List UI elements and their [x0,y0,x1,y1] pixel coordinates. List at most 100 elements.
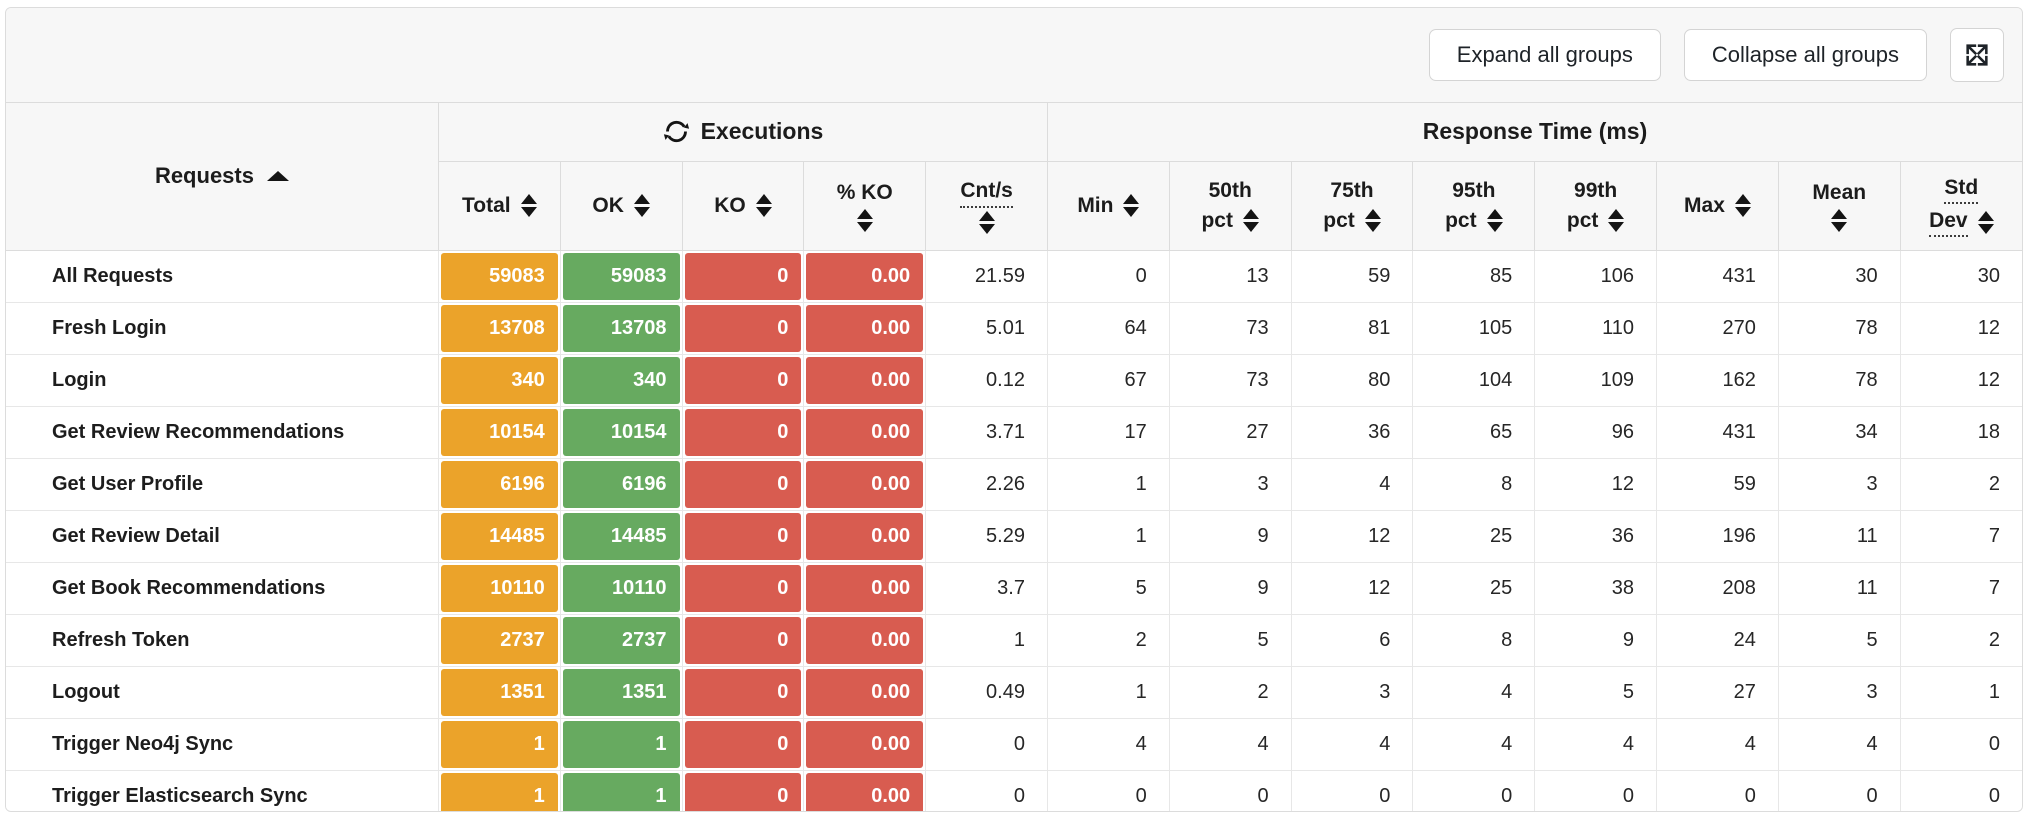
fullscreen-button[interactable] [1950,28,2004,82]
cell-max: 196 [1656,509,1779,563]
table-row: Get Review Recommendations 10154 10154 0 0.0… [6,405,2022,459]
cell-p50: 9 [1168,561,1292,615]
cell-min: 0 [1046,769,1170,811]
cell-mean: 0 [1777,769,1901,811]
request-name[interactable]: Logout [6,665,439,719]
column-header-total[interactable]: Total [437,160,561,251]
request-name[interactable]: Get Book Recommendations [6,561,439,615]
cell-pct_ko: 0.00 [803,769,927,811]
request-name[interactable]: Get Review Detail [6,509,439,563]
cell-p95: 4 [1412,665,1536,719]
cell-total: 1 [437,717,561,771]
ok-badge: 13708 [562,304,680,352]
cell-stddev: 0 [1899,769,2022,811]
sort-icon [755,193,772,217]
column-header-min[interactable]: Min [1046,160,1170,251]
cell-ko: 0 [681,249,805,303]
column-header-requests[interactable]: Requests [6,102,439,251]
sort-icon [1242,209,1259,233]
table-row: Trigger Elasticsearch Sync 1 1 0 0.00 0 0 0 0 0 0 0… [6,769,2022,811]
cell-ko: 0 [681,561,805,615]
request-name[interactable]: Refresh Token [6,613,439,667]
cell-min: 2 [1046,613,1170,667]
cell-ok: 1 [559,717,683,771]
column-header-max[interactable]: Max [1656,160,1779,251]
request-name[interactable]: Get User Profile [6,457,439,511]
cell-stddev: 7 [1899,509,2022,563]
collapse-all-groups-button[interactable]: Collapse all groups [1683,29,1927,81]
request-name[interactable]: Get Review Recommendations [6,405,439,459]
column-label: Cnt/s [960,177,1013,208]
column-header-p75[interactable]: 75th pct [1290,160,1414,251]
cell-p95: 4 [1412,717,1536,771]
column-header-p99[interactable]: 99th pct [1534,160,1658,251]
column-header-p95[interactable]: 95th pct [1412,160,1536,251]
column-header-mean[interactable]: Mean [1777,160,1901,251]
request-name[interactable]: Trigger Elasticsearch Sync [6,769,439,811]
column-label: Mean [1812,180,1867,204]
cell-max: 24 [1656,613,1779,667]
cell-total: 10154 [437,405,561,459]
column-header-p50[interactable]: 50th pct [1168,160,1292,251]
cell-p75: 4 [1290,717,1414,771]
column-label: Dev [1929,207,1968,238]
cell-p50: 27 [1168,405,1292,459]
request-name[interactable]: Login [6,353,439,407]
cell-p75: 59 [1290,249,1414,303]
group-header-response-time: Response Time (ms) [1046,102,2022,162]
cell-p50: 73 [1168,301,1292,355]
column-label: OK [592,193,624,217]
column-label: Total [462,193,511,217]
cell-stddev: 0 [1899,717,2022,771]
ok-badge: 14485 [562,512,680,560]
cell-max: 431 [1656,405,1779,459]
ok-badge: 59083 [562,252,680,300]
cell-total: 1 [437,769,561,811]
cell-total: 10110 [437,561,561,615]
column-label: % KO [836,180,893,204]
column-header-ko[interactable]: KO [681,160,805,251]
cell-pct_ko: 0.00 [803,665,927,719]
column-header-stddev[interactable]: Std Dev [1899,160,2022,251]
statistics-panel: Expand all groups Collapse all groups Re… [5,7,2023,812]
total-badge: 2737 [440,616,558,664]
ko-badge: 0 [684,564,802,612]
requests-header-label: Requests [154,163,254,189]
column-header-ok[interactable]: OK [559,160,683,251]
cell-total: 340 [437,353,561,407]
cell-max: 162 [1656,353,1779,407]
cell-ok: 59083 [559,249,683,303]
cell-p99: 106 [1534,249,1658,303]
ok-badge: 6196 [562,460,680,508]
cell-stddev: 30 [1899,249,2022,303]
cell-pct_ko: 0.00 [803,353,927,407]
column-label: Min [1077,193,1114,217]
cell-mean: 3 [1777,665,1901,719]
column-header-cnts[interactable]: Cnt/s [925,160,1048,251]
table-row: Login 340 340 0 0.00 0.12 67 73 80 104 109 162 78 12 [6,353,2022,407]
column-label: Max [1684,193,1725,217]
ok-badge: 1 [562,720,680,768]
cell-stddev: 2 [1899,457,2022,511]
cell-pct_ko: 0.00 [803,249,927,303]
pct_ko-badge: 0.00 [806,252,924,300]
cell-p75: 36 [1290,405,1414,459]
ok-badge: 340 [562,356,680,404]
cell-max: 208 [1656,561,1779,615]
cell-max: 59 [1656,457,1779,511]
table-row: Get Book Recommendations 10110 10110 0 0.00 3… [6,561,2022,615]
cell-min: 17 [1046,405,1170,459]
request-name[interactable]: All Requests [6,249,439,303]
cell-cnts: 1 [925,613,1048,667]
request-name[interactable]: Trigger Neo4j Sync [6,717,439,771]
cell-p75: 80 [1290,353,1414,407]
request-name[interactable]: Fresh Login [6,301,439,355]
ok-badge: 10110 [562,564,680,612]
cell-cnts: 0 [925,769,1048,811]
sort-icon [520,193,537,217]
cell-stddev: 7 [1899,561,2022,615]
expand-all-groups-button[interactable]: Expand all groups [1428,29,1661,81]
pct_ko-badge: 0.00 [806,616,924,664]
cell-p75: 6 [1290,613,1414,667]
column-header-pct_ko[interactable]: % KO [803,160,927,251]
